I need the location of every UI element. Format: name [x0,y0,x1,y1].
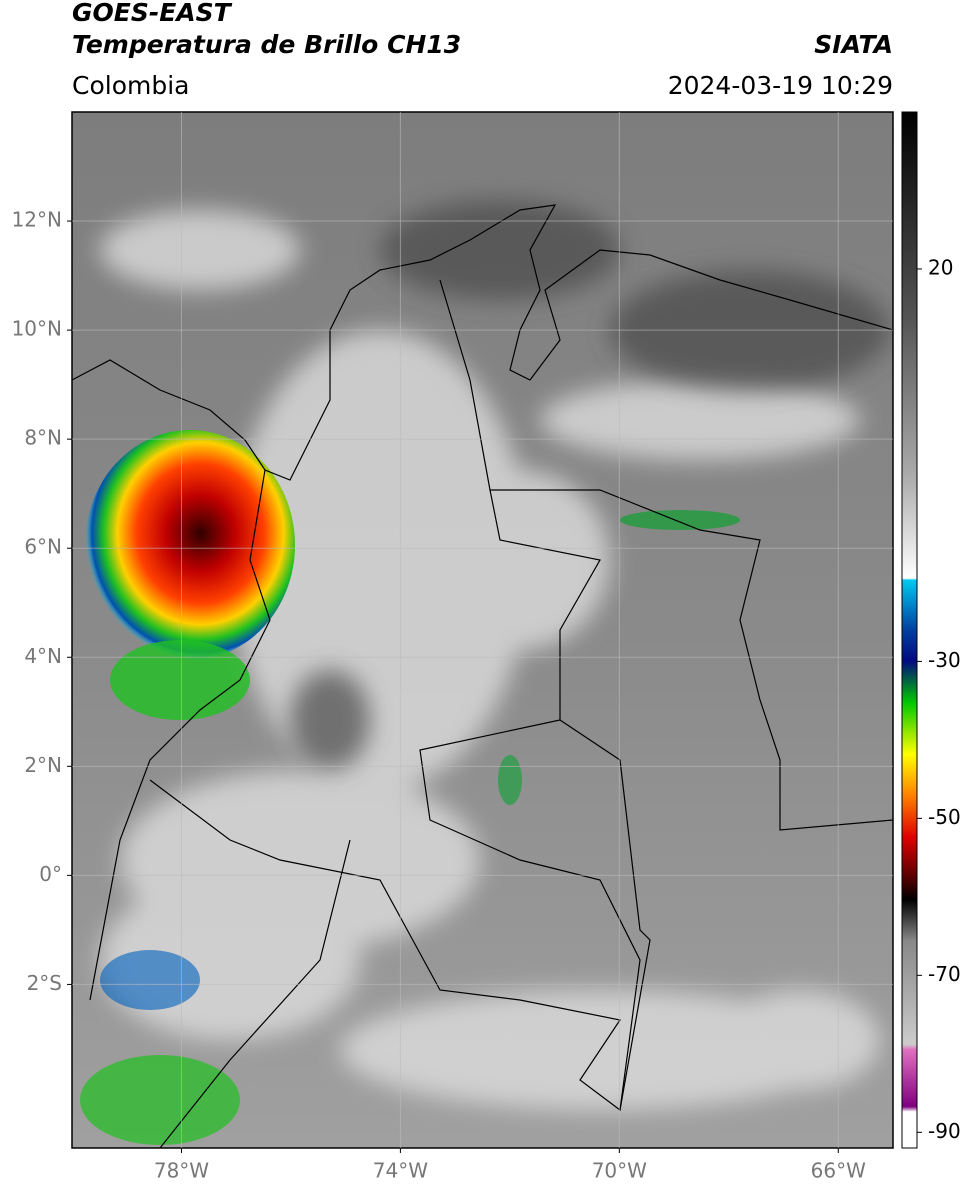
y-tick-label: 2°N [24,753,62,777]
y-tick-label: 10°N [12,317,62,341]
colorbar [901,111,918,1149]
map-image [72,112,893,1148]
x-tick-label: 78°W [154,1159,209,1183]
timestamp: 2024-03-19 10:29 [668,71,893,100]
x-tick-label: 66°W [811,1159,866,1183]
y-tick-label: 8°N [24,426,62,450]
title: GOES-EAST [72,0,233,27]
source: SIATA [814,30,893,59]
colorbar-tick-label: -90 [928,1119,961,1143]
colorbar-tick-label: -50 [928,805,961,829]
y-tick-label: 12°N [12,208,62,232]
y-tick-label: 6°N [24,535,62,559]
y-tick-label: 4°N [24,644,62,668]
region: Colombia [72,71,189,100]
colorbar-tick-label: -30 [928,648,961,672]
x-tick-label: 70°W [592,1159,647,1183]
subtitle: Temperatura de Brillo CH13 [72,30,461,59]
colorbar-tick-label: 20 [928,255,953,279]
map-frame [71,111,894,1149]
y-tick-label: 0° [39,862,62,886]
y-tick-label: 2°S [27,971,62,995]
colorbar-tick-label: -70 [928,962,961,986]
x-tick-label: 74°W [373,1159,428,1183]
